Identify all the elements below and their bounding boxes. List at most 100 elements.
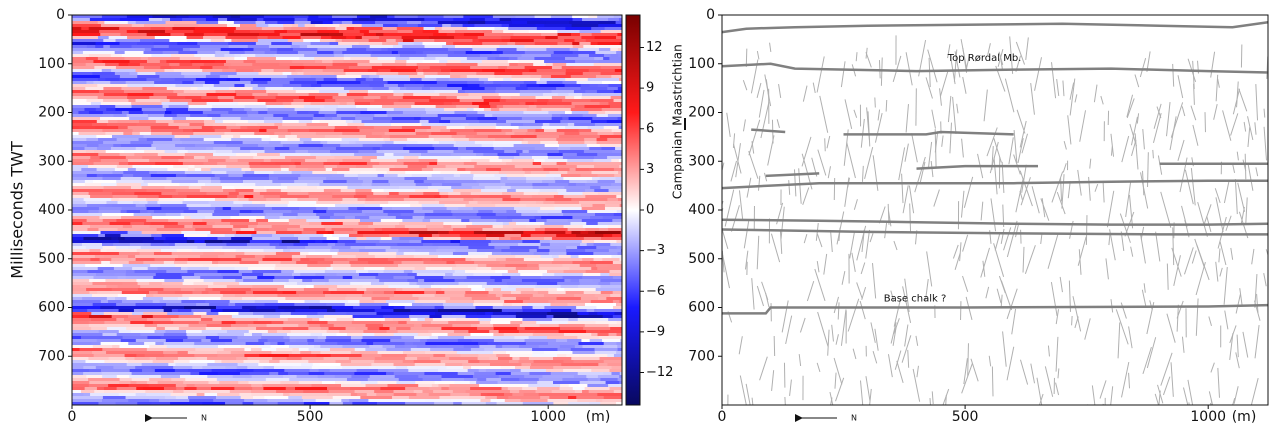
fault-stick [1147,337,1155,368]
seismic-texture [394,291,425,294]
seismic-texture [597,393,628,396]
seismic-texture [99,216,121,219]
seismic-texture [300,240,316,243]
seismic-texture [115,51,125,54]
seismic-texture [120,48,146,51]
seismic-texture [332,228,354,231]
seismic-texture [318,378,347,381]
seismic-texture [363,180,373,183]
seismic-texture [485,288,494,291]
seismic-texture [105,132,123,135]
seismic-texture [516,210,538,213]
seismic-texture [178,297,189,300]
seismic-texture [277,330,291,333]
seismic-texture [470,387,502,390]
seismic-texture [121,234,152,237]
seismic-texture [236,123,258,126]
seismic-texture [254,48,271,51]
seismic-texture [479,84,501,87]
seismic-texture [245,51,265,54]
seismic-texture [396,57,410,60]
seismic-texture [72,78,98,81]
seismic-texture [372,297,391,300]
seismic-texture [306,255,332,258]
fault-stick [740,376,746,408]
seismic-texture [162,306,184,309]
seismic-texture [240,24,257,27]
seismic-texture [404,270,413,273]
seismic-texture [238,351,256,354]
seismic-texture [423,222,444,225]
seismic-texture [400,54,427,57]
seismic-texture [263,18,295,21]
seismic-texture [546,21,570,24]
seismic-texture [115,72,130,75]
seismic-texture [346,36,356,39]
seismic-texture [213,153,236,156]
seismic-texture [173,366,193,369]
seismic-texture [396,252,404,255]
seismic-texture [268,330,278,333]
seismic-texture [529,219,536,222]
seismic-texture [568,183,576,186]
fault-stick [1103,182,1104,203]
seismic-texture [300,258,309,261]
fault-stick [927,251,932,286]
seismic-texture [97,339,122,342]
seismic-texture [110,222,131,225]
seismic-texture [520,84,527,87]
seismic-texture [169,105,189,108]
seismic-texture [451,186,472,189]
seismic-texture [345,216,356,219]
seismic-texture [188,102,207,105]
seismic-texture [438,231,449,234]
seismic-texture [307,315,325,318]
seismic-texture [116,39,141,42]
seismic-texture [140,210,148,213]
seismic-texture [104,390,135,393]
seismic-texture [573,387,585,390]
seismic-texture [364,96,381,99]
seismic-texture [613,306,626,309]
seismic-texture [89,252,119,255]
seismic-texture [136,204,146,207]
seismic-texture [86,246,103,249]
seismic-texture [240,345,259,348]
seismic-texture [223,309,251,312]
seismic-texture [525,66,553,69]
seismic-texture [566,249,586,252]
seismic-texture [309,372,325,375]
seismic-texture [324,315,353,318]
seismic-texture [335,156,363,159]
fault-stick [831,230,833,252]
seismic-texture [99,90,125,93]
seismic-texture [325,117,333,120]
fault-stick [1121,303,1126,319]
seismic-texture [221,273,242,276]
seismic-texture [497,48,517,51]
seismic-texture [204,279,236,282]
seismic-texture [491,165,515,168]
seismic-texture [540,396,550,399]
fault-stick [1220,241,1226,265]
fault-stick [912,133,918,162]
seismic-texture [297,375,319,378]
seismic-texture [72,354,94,357]
fault-stick [1025,245,1035,274]
seismic-texture [314,285,338,288]
seismic-texture [302,279,312,282]
seismic-texture [198,180,212,183]
seismic-texture [236,27,263,30]
fault-stick [995,232,1000,250]
seismic-texture [97,84,128,87]
seismic-texture [121,339,137,342]
seismic-texture [176,387,185,390]
seismic-texture [542,375,574,378]
seismic-texture [472,48,497,51]
seismic-texture [164,261,175,264]
seismic-texture [479,183,506,186]
seismic-texture [559,135,574,138]
seismic-texture [423,390,434,393]
seismic-texture [442,24,451,27]
seismic-texture [575,105,585,108]
